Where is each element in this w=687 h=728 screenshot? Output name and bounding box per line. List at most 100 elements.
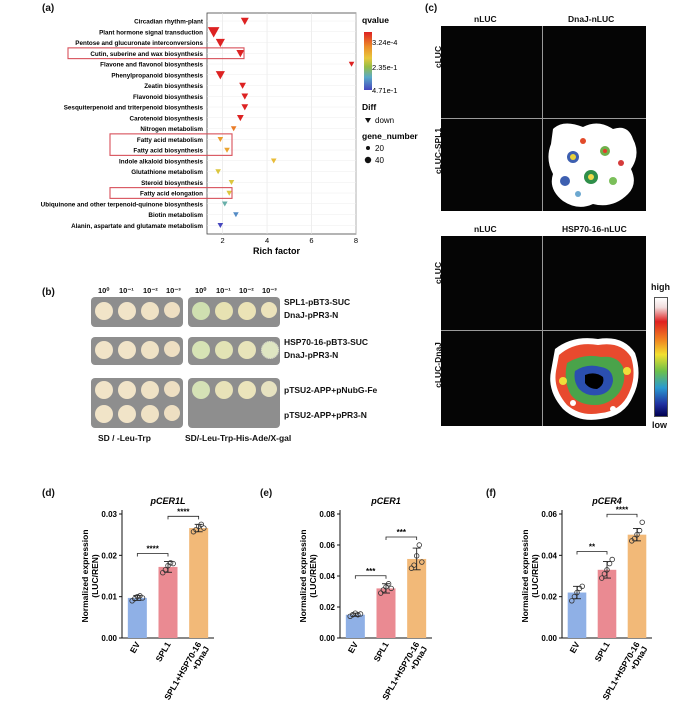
sig-label: **	[589, 542, 596, 551]
dilution-label-right-1: 10⁻¹	[216, 286, 231, 295]
data-point	[357, 611, 364, 617]
data-point	[162, 567, 169, 573]
y-tick-label: 0.00	[319, 634, 335, 643]
colony	[215, 341, 233, 359]
colony	[141, 405, 159, 423]
data-point	[134, 593, 141, 600]
colony	[118, 405, 136, 423]
data-point	[201, 525, 207, 531]
y-tick-label: 0.02	[319, 603, 335, 612]
colony	[95, 405, 113, 423]
dilution-label-left-0: 10⁰	[98, 286, 110, 295]
x-category-label: SPL1	[153, 640, 172, 664]
y-axis-label: Normalized expression	[520, 529, 530, 622]
data-point	[388, 585, 394, 592]
data-point-triangle	[239, 82, 246, 89]
data-point	[167, 560, 174, 566]
x-tick-label: 2	[220, 236, 224, 245]
bar	[597, 569, 617, 638]
data-point	[634, 531, 640, 538]
bar	[189, 528, 209, 638]
y-axis-label-unit: (LUC/REN)	[90, 554, 100, 598]
y-axis-label-unit: (LUC/REN)	[308, 554, 318, 598]
dilution-label-left-2: 10⁻²	[143, 286, 158, 295]
pathway-label: Fatty acid elongation	[140, 191, 203, 198]
sig-bracket	[606, 513, 638, 518]
colony	[164, 302, 180, 318]
data-point	[419, 559, 425, 565]
bottom-col1-label: nLUC	[474, 224, 497, 234]
legend-q-label-1: 2.35e-1	[372, 63, 397, 72]
bottom-col2-label: HSP70-16-nLUC	[562, 224, 627, 234]
pathway-label: Glutathione metabolism	[131, 169, 203, 176]
dilution-label-left-1: 10⁻¹	[119, 286, 134, 295]
chart-title: pCER4	[591, 496, 622, 506]
luc-image-bottom	[441, 236, 646, 426]
dilution-label-left-3: 10⁻³	[166, 286, 181, 295]
data-point-triangle	[241, 93, 249, 100]
legend-q-label-0: 3.24e-4	[372, 38, 397, 47]
data-point	[639, 519, 645, 525]
data-point	[198, 521, 204, 528]
data-point-triangle	[226, 190, 233, 196]
colony	[238, 381, 256, 399]
y-tick-label: 0.01	[101, 593, 117, 602]
legend-q-label-2: 4.71e-1	[372, 86, 397, 95]
legend-size-40-label: 40	[375, 156, 384, 165]
y-tick-label: 0.02	[101, 551, 117, 560]
x-category-label: SPL1	[371, 640, 390, 664]
x-category-label-line: SPL1	[592, 640, 611, 664]
panel-d-label: (d)	[42, 488, 55, 499]
legend-diff-title: Diff	[362, 102, 376, 112]
data-point	[380, 587, 387, 593]
data-point	[408, 565, 415, 571]
dilution-label-right-2: 10⁻²	[239, 286, 254, 295]
data-point-triangle	[240, 17, 249, 25]
y-tick-label: 0.00	[101, 634, 117, 643]
data-point	[606, 560, 613, 567]
pathway-label: Sesquiterpenoid and triterpenoid biosynt…	[64, 105, 204, 112]
data-point	[604, 567, 610, 573]
y2h-row2-line1: HSP70-16-pBT3-SUC	[284, 337, 369, 347]
data-point	[609, 556, 615, 563]
sig-label: ***	[366, 567, 376, 576]
sig-bracket	[385, 536, 418, 540]
y-tick-label: 0.04	[319, 572, 335, 581]
colony	[164, 341, 180, 357]
colony	[141, 381, 159, 399]
scale-low-label: low	[652, 420, 667, 430]
data-point-triangle	[215, 169, 221, 175]
colony	[164, 381, 180, 397]
data-point	[579, 583, 585, 590]
y-tick-label: 0.00	[541, 634, 557, 643]
data-point	[350, 612, 356, 618]
colony	[261, 341, 279, 359]
data-point	[352, 610, 359, 616]
y2h-row3-line1: pTSU2-APP+pNubG-Fe	[284, 385, 378, 395]
x-tick-label: 6	[309, 236, 313, 245]
x-category-label-line: EV	[346, 640, 360, 655]
pathway-label: Pentose and glucuronate interconversions	[75, 40, 203, 47]
colony	[118, 341, 136, 359]
panel-c-label: (c)	[425, 3, 438, 14]
y-tick-label: 0.08	[319, 510, 335, 519]
pathway-label: Biotin metabolism	[148, 212, 203, 219]
sig-bracket	[167, 515, 200, 520]
data-point	[636, 527, 643, 534]
pathway-label: Phenylpropanoid biosynthesis	[111, 72, 203, 79]
pathway-label: Zeatin biosynthesis	[144, 83, 203, 90]
top-col2-label: DnaJ-nLUC	[568, 14, 615, 24]
bar	[567, 592, 587, 638]
highlight-box	[109, 133, 233, 156]
sig-bracket	[576, 551, 608, 555]
sig-label: ***	[397, 528, 407, 537]
legend-down-triangle	[365, 118, 371, 123]
colony	[261, 302, 277, 318]
colony	[141, 302, 159, 320]
data-point	[601, 571, 608, 577]
grid-divider	[542, 236, 543, 426]
data-point-triangle	[228, 180, 235, 186]
colony	[95, 381, 113, 399]
top-row2-label: cLUC-SPL1	[433, 127, 443, 175]
leaf-signal-bottom	[550, 338, 639, 420]
